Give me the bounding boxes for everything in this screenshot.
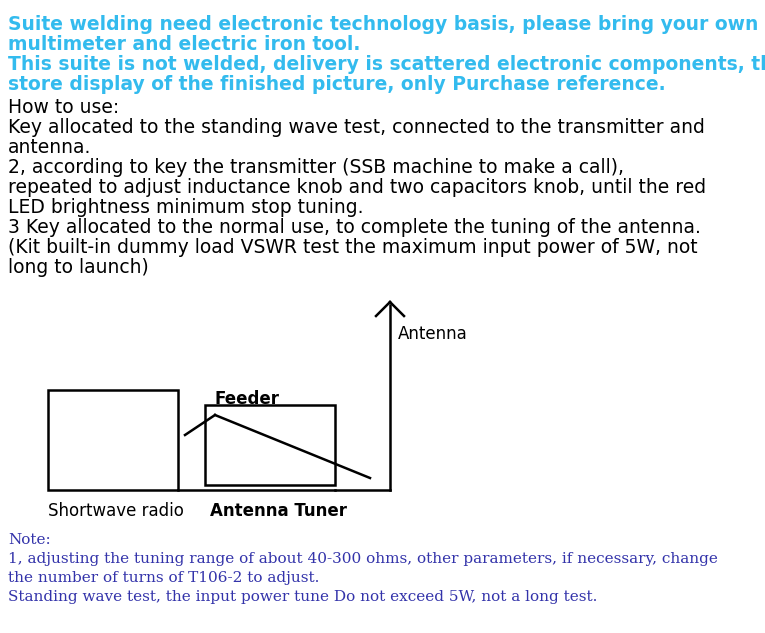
Text: 2, according to key the transmitter (SSB machine to make a call),: 2, according to key the transmitter (SSB… <box>8 158 624 177</box>
Text: repeated to adjust inductance knob and two capacitors knob, until the red: repeated to adjust inductance knob and t… <box>8 178 706 197</box>
Text: antenna.: antenna. <box>8 138 91 157</box>
Text: Key allocated to the standing wave test, connected to the transmitter and: Key allocated to the standing wave test,… <box>8 118 705 137</box>
Text: multimeter and electric iron tool.: multimeter and electric iron tool. <box>8 35 360 54</box>
Bar <box>205 405 335 485</box>
Text: Antenna Tuner: Antenna Tuner <box>210 502 347 520</box>
Text: Note:: Note: <box>8 533 50 547</box>
Text: long to launch): long to launch) <box>8 258 148 277</box>
Text: store display of the finished picture, only Purchase reference.: store display of the finished picture, o… <box>8 75 666 94</box>
Bar <box>48 390 178 490</box>
Text: Shortwave radio: Shortwave radio <box>48 502 184 520</box>
Text: Suite welding need electronic technology basis, please bring your own: Suite welding need electronic technology… <box>8 15 758 34</box>
Text: 3 Key allocated to the normal use, to complete the tuning of the antenna.: 3 Key allocated to the normal use, to co… <box>8 218 701 237</box>
Text: How to use:: How to use: <box>8 98 119 117</box>
Text: Standing wave test, the input power tune Do not exceed 5W, not a long test.: Standing wave test, the input power tune… <box>8 590 597 604</box>
Text: LED brightness minimum stop tuning.: LED brightness minimum stop tuning. <box>8 198 363 217</box>
Text: (Kit built-in dummy load VSWR test the maximum input power of 5W, not: (Kit built-in dummy load VSWR test the m… <box>8 238 698 257</box>
Text: Antenna: Antenna <box>398 325 467 343</box>
Text: Feeder: Feeder <box>215 390 280 408</box>
Text: the number of turns of T106-2 to adjust.: the number of turns of T106-2 to adjust. <box>8 571 319 585</box>
Text: This suite is not welded, delivery is scattered electronic components, the: This suite is not welded, delivery is sc… <box>8 55 765 74</box>
Text: 1, adjusting the tuning range of about 40-300 ohms, other parameters, if necessa: 1, adjusting the tuning range of about 4… <box>8 552 718 566</box>
